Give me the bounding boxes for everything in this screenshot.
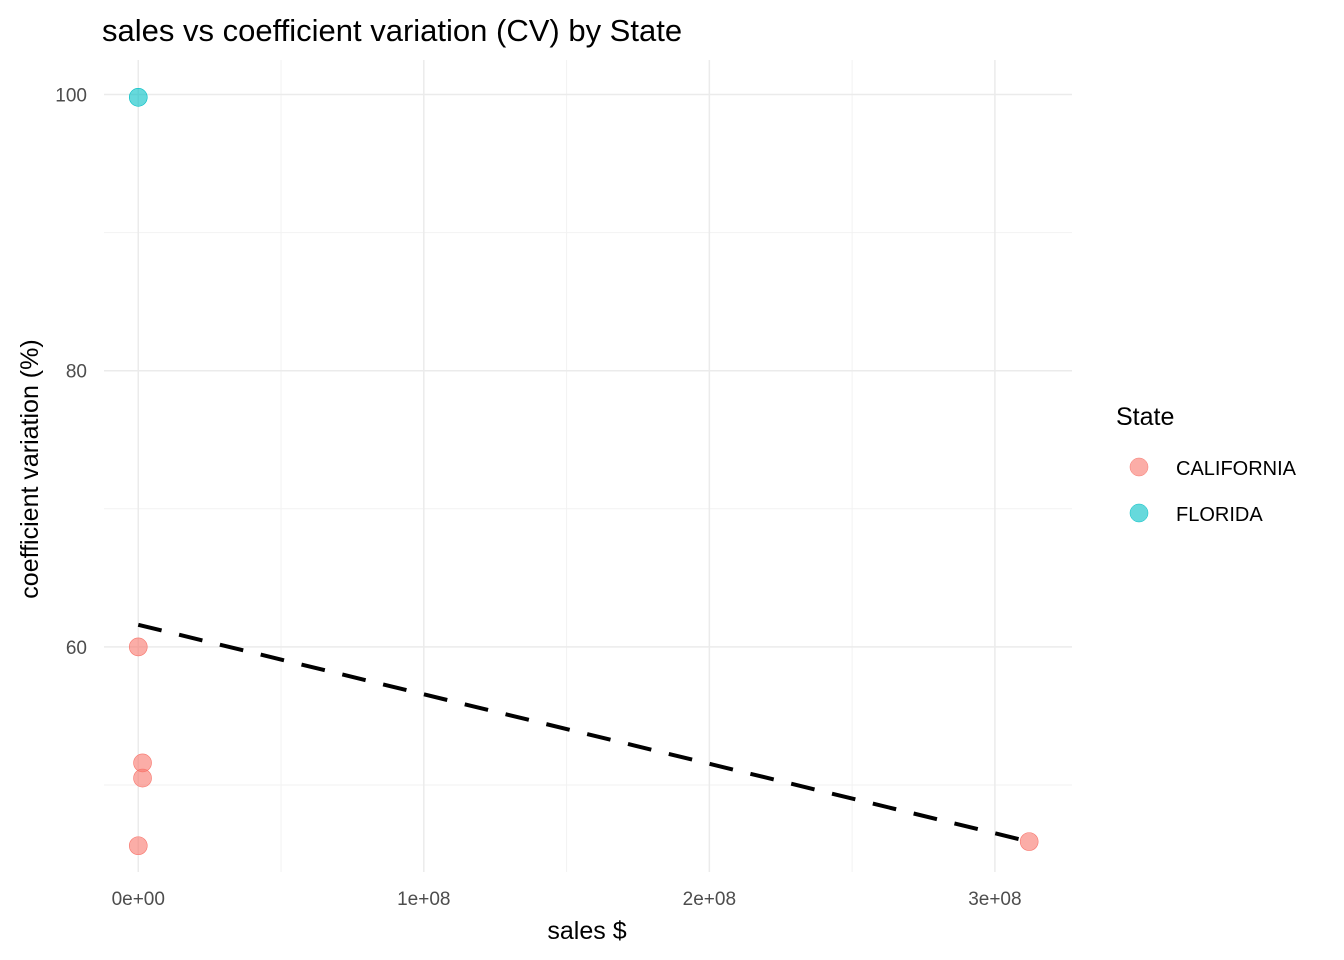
minor-gridlines bbox=[104, 60, 1072, 872]
data-point-california bbox=[128, 836, 148, 856]
data-point-california bbox=[128, 637, 148, 657]
y-axis-title: coefficient variation (%) bbox=[16, 339, 44, 598]
data-point-florida bbox=[128, 87, 148, 107]
major-gridlines bbox=[104, 60, 1072, 872]
x-axis-tick-labels: 0e+00 1e+08 2e+08 3e+08 bbox=[112, 889, 1022, 910]
y-tick-label: 80 bbox=[66, 362, 87, 383]
trend-line-layer bbox=[137, 622, 1030, 844]
chart-title: sales vs coefficient variation (CV) by S… bbox=[102, 13, 682, 48]
x-axis-title: sales $ bbox=[547, 917, 626, 945]
x-tick-label: 0e+00 bbox=[112, 889, 165, 910]
data-point-california bbox=[1019, 832, 1039, 851]
data-points-layer bbox=[128, 87, 1039, 856]
x-tick-label: 3e+08 bbox=[968, 889, 1021, 910]
legend-title: State bbox=[1116, 403, 1174, 431]
legend-label-florida: FLORIDA bbox=[1176, 504, 1263, 526]
legend-label-california: CALIFORNIA bbox=[1176, 458, 1297, 480]
legend: State CALIFORNIA FLORIDA bbox=[1116, 403, 1297, 526]
trend-line bbox=[137, 622, 1030, 844]
x-tick-label: 1e+08 bbox=[397, 889, 450, 910]
legend-key-california bbox=[1129, 457, 1149, 477]
y-tick-label: 60 bbox=[66, 638, 87, 659]
legend-key-florida bbox=[1129, 503, 1149, 523]
x-tick-label: 2e+08 bbox=[683, 889, 736, 910]
data-point-california bbox=[133, 768, 152, 788]
y-tick-label: 100 bbox=[55, 86, 87, 107]
y-axis-tick-labels: 60 80 100 bbox=[55, 86, 87, 659]
